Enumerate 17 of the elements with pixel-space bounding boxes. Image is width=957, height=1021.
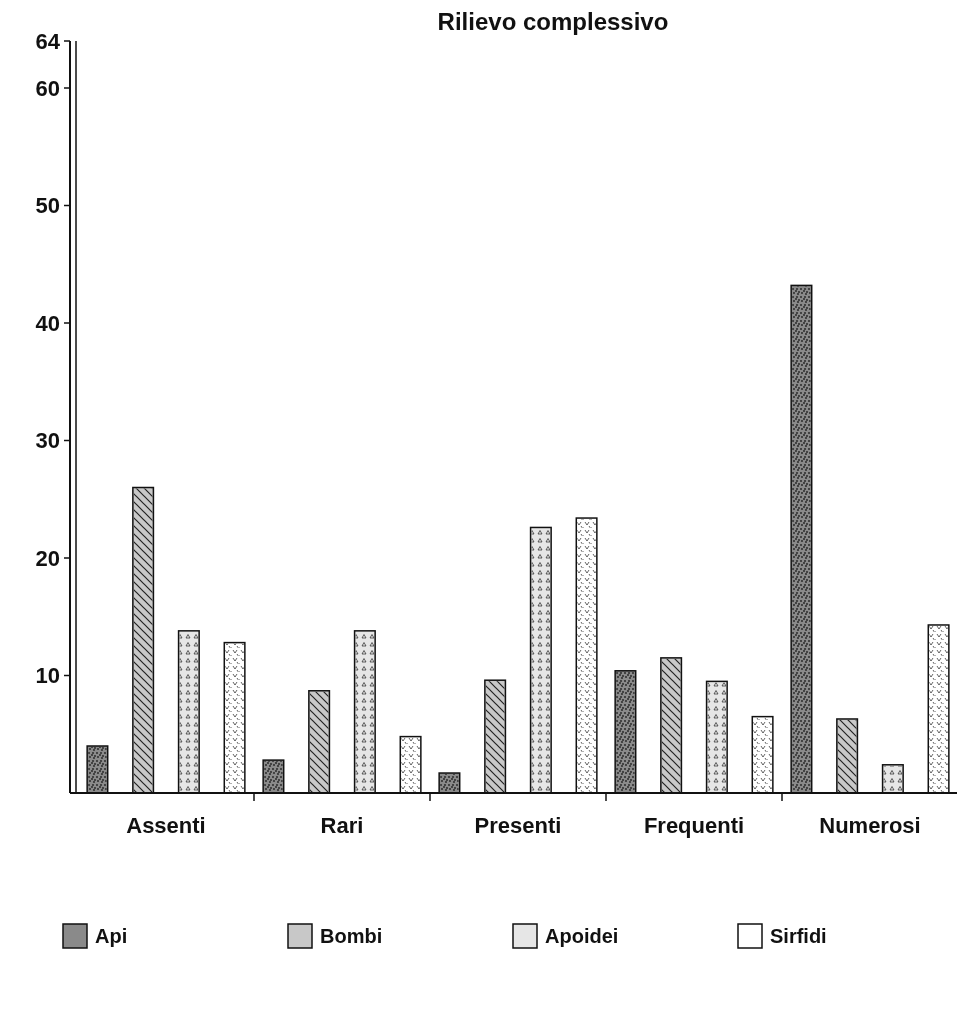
x-tick-label: Frequenti [643, 813, 745, 838]
chart-title: Rilievo complessivo [437, 8, 669, 35]
x-tick-label: Assenti [126, 813, 206, 838]
y-tick-label: 50 [35, 193, 60, 219]
x-tick-label: Rari [320, 813, 364, 838]
y-tick-label: 40 [35, 310, 60, 336]
legend-label: Api [95, 925, 128, 947]
legend-label: Sirfidi [770, 925, 827, 947]
y-tick-label: 20 [35, 545, 60, 571]
legend-label: Apoidei [545, 925, 619, 947]
y-tick-label: 60 [35, 75, 60, 101]
y-tick-label: 64 [35, 28, 61, 54]
x-tick-label: Numerosi [819, 813, 921, 838]
x-tick-label: Presenti [474, 813, 562, 838]
y-tick-label: 30 [35, 428, 60, 454]
legend-label: Bombi [320, 925, 383, 947]
y-tick-label: 10 [35, 663, 60, 689]
